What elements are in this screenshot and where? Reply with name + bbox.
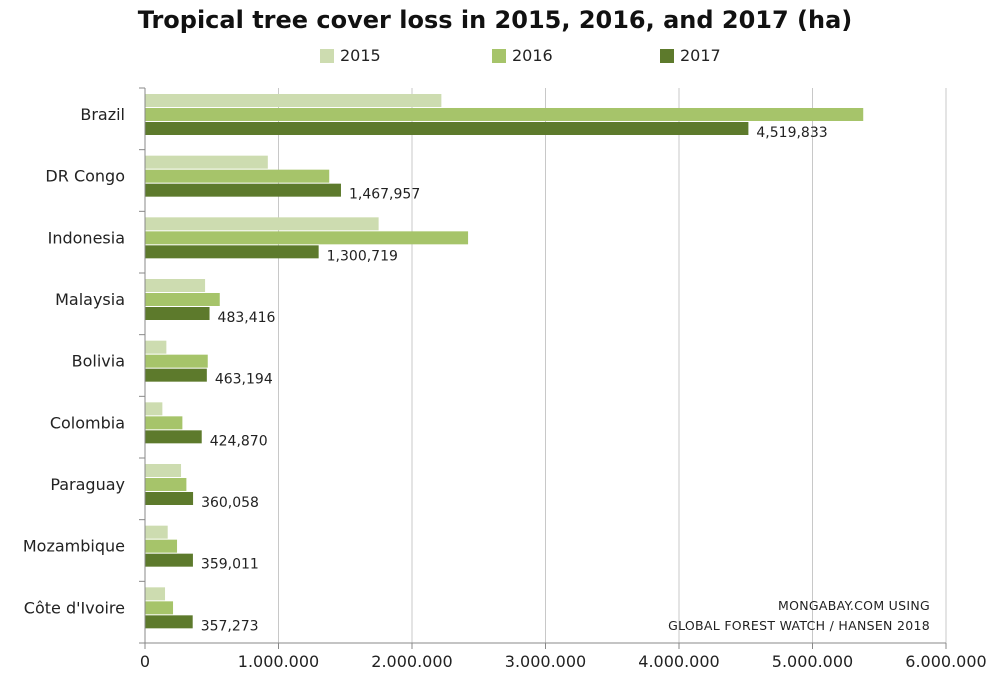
bar-2016 — [145, 416, 183, 430]
category-label: Malaysia — [55, 290, 125, 309]
data-label: 483,416 — [218, 310, 276, 326]
x-tick-label: 3.000.000 — [505, 652, 586, 671]
x-tick-label: 5.000.000 — [772, 652, 853, 671]
legend-swatch-2015 — [320, 48, 334, 63]
bar-2016 — [145, 231, 469, 245]
bar-2015 — [145, 155, 268, 169]
bar-2016 — [145, 354, 208, 368]
data-label: 359,011 — [201, 557, 259, 573]
bar-2017 — [145, 430, 202, 444]
data-label: 357,273 — [201, 618, 259, 634]
bar-2017 — [145, 307, 210, 320]
bar-2015 — [145, 279, 206, 292]
legend-label-2015: 2015 — [340, 46, 381, 65]
category-label: Brazil — [80, 105, 125, 124]
legend-label-2017: 2017 — [680, 46, 721, 65]
category-label: Bolivia — [72, 352, 125, 371]
legend-item-2015: 2015 — [320, 46, 381, 65]
legend-item-2017: 2017 — [660, 46, 721, 65]
chart-title: Tropical tree cover loss in 2015, 2016, … — [137, 6, 853, 34]
bar-2017 — [145, 615, 193, 629]
legend-label-2016: 2016 — [512, 46, 553, 65]
bar-2016 — [145, 169, 330, 183]
bar-2017 — [145, 368, 207, 382]
category-label: Indonesia — [48, 228, 125, 247]
data-label: 4,519,833 — [756, 125, 827, 141]
category-label: Paraguay — [50, 475, 125, 494]
bar-2015 — [145, 525, 168, 539]
bar-2015 — [145, 94, 442, 107]
x-tick-label: 6.000.000 — [905, 652, 986, 671]
bar-2017 — [145, 492, 194, 505]
bar-2016 — [145, 293, 220, 306]
bar-2017 — [145, 553, 193, 567]
source-line-1: MONGABAY.COM USING — [778, 598, 930, 613]
bar-2015 — [145, 587, 166, 601]
bar-2017 — [145, 245, 319, 259]
bar-2017 — [145, 122, 749, 135]
bar-2017 — [145, 183, 341, 197]
bar-2015 — [145, 464, 182, 477]
data-label: 424,870 — [210, 433, 268, 449]
x-tick-label: 0 — [140, 652, 150, 671]
x-tick-label: 2.000.000 — [371, 652, 452, 671]
bar-2015 — [145, 217, 379, 231]
category-label: DR Congo — [45, 167, 125, 186]
source-line-2: GLOBAL FOREST WATCH / HANSEN 2018 — [668, 618, 930, 633]
data-label: 463,194 — [215, 372, 273, 388]
category-label: Colombia — [50, 413, 125, 432]
x-tick-label: 1.000.000 — [238, 652, 319, 671]
source-note: MONGABAY.COM USING GLOBAL FOREST WATCH /… — [668, 596, 930, 636]
legend-item-2016: 2016 — [492, 46, 553, 65]
bar-2016 — [145, 478, 187, 491]
category-label: Mozambique — [23, 537, 125, 556]
bar-2015 — [145, 402, 163, 416]
legend: 2015 2016 2017 — [320, 46, 800, 70]
legend-swatch-2017 — [660, 48, 674, 63]
data-label: 1,300,719 — [327, 248, 398, 264]
category-label: Côte d'Ivoire — [24, 598, 125, 617]
data-label: 1,467,957 — [349, 187, 420, 203]
bar-2016 — [145, 108, 864, 121]
bar-2015 — [145, 340, 167, 354]
bar-2016 — [145, 601, 174, 615]
x-tick-label: 4.000.000 — [638, 652, 719, 671]
bar-2016 — [145, 539, 178, 553]
legend-swatch-2016 — [492, 48, 506, 63]
data-label: 360,058 — [201, 495, 259, 511]
